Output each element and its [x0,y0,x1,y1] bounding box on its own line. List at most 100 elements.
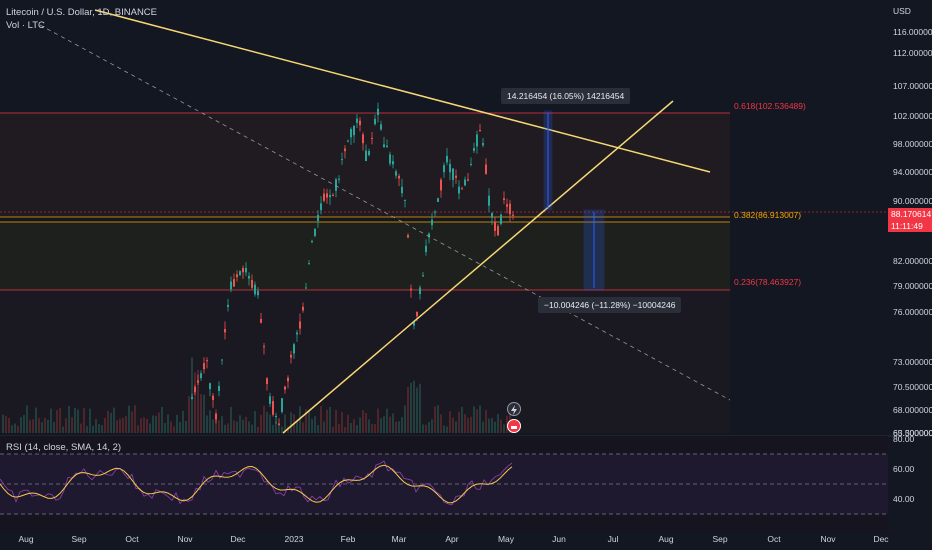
candle-body [461,188,463,190]
candle-body [302,306,304,311]
candle-body [209,383,211,390]
volume-bar [80,423,82,433]
volume-bar [419,383,421,433]
candle-body [383,144,385,148]
price-axis-label: 73.000000 [893,357,932,367]
candle-body [278,423,280,426]
volume-bar [452,417,454,433]
volume-bar [341,412,343,433]
volume-bar [131,411,133,433]
lightning-icon[interactable] [507,402,521,416]
volume-bar [323,421,325,433]
volume-bar [227,423,229,433]
volume-bar [371,423,373,433]
volume-bar [413,380,415,433]
rsi-line [0,460,513,506]
volume-bar [2,414,4,433]
time-axis-label: Apr [445,534,459,544]
price-axis-label: 82.000000 [893,256,932,266]
candle-body [203,363,205,370]
candle-body [269,396,271,404]
bar-countdown: 11:11:49 [891,221,923,231]
candle-body [251,279,253,288]
candle-body [341,159,343,161]
rsi-legend[interactable]: RSI (14, close, SMA, 14, 2) [6,442,122,453]
volume-bar [338,424,340,433]
volume-bar [368,419,370,433]
candle-body [194,386,196,393]
volume-bar [32,419,34,433]
flag-icon[interactable] [507,419,521,433]
dashed-trendline [39,24,731,401]
time-axis-label: Nov [820,534,836,544]
volume-bar [398,421,400,433]
volume-legend[interactable]: Vol · LTC [6,20,45,31]
volume-bar [434,406,436,433]
volume-bar [170,421,172,433]
volume-bar [443,425,445,433]
price-axis-label: 102.000000 [893,111,932,121]
volume-bar [458,411,460,433]
candle-body [479,129,481,131]
measure-up-label[interactable]: 14.216454 (16.05%) 14216454 [501,88,631,104]
volume-bar [125,416,127,433]
volume-bar [407,387,409,433]
volume-bar [44,417,46,433]
candle-body [368,150,370,156]
volume-bar [491,418,493,433]
volume-bar [41,422,43,433]
candle-body [440,179,442,191]
volume-bar [272,425,274,433]
volume-bar [320,406,322,433]
volume-bar [26,405,28,433]
candle-body [260,319,262,323]
candle-body [428,233,430,238]
candle-body [257,291,259,296]
candle-body [218,386,220,391]
candle-body [338,178,340,180]
candle-body [305,287,307,289]
candle-body [389,154,391,164]
candle-body [455,175,457,178]
volume-bar [146,418,148,433]
volume-bar [11,425,13,433]
candle-body [506,204,508,207]
volume-bar [326,409,328,433]
volume-bar [29,419,31,433]
fib-level-0382[interactable]: 0.382(86.913007) [734,210,802,220]
candle-body [437,198,439,202]
candle-body [443,165,445,173]
descending-trendline [94,9,711,173]
volume-bar [461,406,463,433]
volume-bar [383,416,385,433]
candle-body [386,145,388,148]
candle-body [266,378,268,385]
volume-bar [143,417,145,433]
volume-bar [476,409,478,433]
volume-bar [431,419,433,433]
symbol-title[interactable]: Litecoin / U.S. Dollar, 1D, BINANCE [6,7,157,18]
candle-body [212,395,214,400]
candle-body [323,193,325,201]
fib-level-0618[interactable]: 0.618(102.536489) [734,101,806,111]
volume-bar [305,409,307,433]
candle-body [380,124,382,130]
fib-level-0236[interactable]: 0.236(78.463927) [734,277,802,287]
measure-down-label[interactable]: −10.004246 (−11.28%) −10004246 [538,297,682,313]
candle-body [284,386,286,390]
candle-body [434,211,436,213]
price-axis-label: 68.000000 [893,405,932,415]
volume-bar [164,423,166,433]
volume-bar [239,415,241,433]
last-price-value: 88.170614 [891,209,932,219]
candle-body [290,354,292,358]
candle-body [410,288,412,291]
volume-bar [347,414,349,433]
volume-bar [182,410,184,433]
price-axis-label: 107.000000 [893,81,932,91]
volume-bar [488,418,490,433]
candle-body [404,199,406,201]
candle-body [347,140,349,142]
volume-bar [248,421,250,433]
